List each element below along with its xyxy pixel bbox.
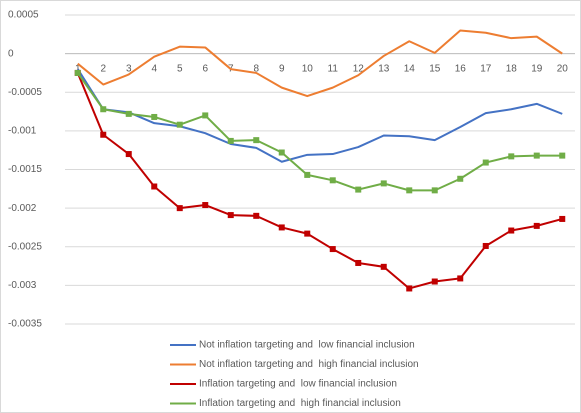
point-marker bbox=[151, 183, 158, 190]
x-tick-label: 16 bbox=[455, 63, 467, 74]
point-marker bbox=[100, 131, 107, 138]
point-marker bbox=[125, 110, 132, 117]
point-marker bbox=[253, 212, 260, 219]
point-marker bbox=[304, 230, 311, 237]
point-marker bbox=[329, 246, 336, 253]
x-tick-label: 5 bbox=[177, 63, 183, 74]
point-marker bbox=[380, 263, 387, 270]
y-tick-label: 0 bbox=[8, 48, 14, 59]
point-marker bbox=[457, 275, 464, 282]
x-tick-label: 14 bbox=[404, 63, 416, 74]
x-tick-label: 17 bbox=[480, 63, 492, 74]
series-line bbox=[77, 29, 563, 98]
point-marker bbox=[253, 137, 260, 144]
point-marker bbox=[533, 222, 540, 229]
point-marker bbox=[406, 187, 413, 194]
point-marker bbox=[278, 224, 285, 231]
point-marker bbox=[227, 137, 234, 144]
point-marker bbox=[202, 202, 209, 209]
legend-label: Not inflation targeting and low financia… bbox=[199, 340, 415, 351]
y-tick-label: -0.001 bbox=[8, 126, 37, 137]
point-marker bbox=[380, 180, 387, 187]
y-tick-label: -0.0025 bbox=[8, 241, 42, 252]
x-tick-label: 2 bbox=[100, 63, 106, 74]
y-tick-label: -0.002 bbox=[8, 203, 37, 214]
point-marker bbox=[125, 151, 132, 158]
point-marker bbox=[176, 205, 183, 212]
x-tick-label: 1 bbox=[75, 63, 81, 74]
y-tick-label: -0.003 bbox=[8, 280, 37, 291]
x-tick-label: 3 bbox=[126, 63, 132, 74]
point-marker bbox=[100, 106, 107, 113]
x-tick-label: 15 bbox=[429, 63, 441, 74]
point-marker bbox=[202, 112, 209, 119]
point-marker bbox=[431, 278, 438, 285]
point-marker bbox=[278, 149, 285, 156]
x-tick-label: 10 bbox=[302, 63, 314, 74]
point-marker bbox=[457, 175, 464, 182]
point-marker bbox=[176, 121, 183, 128]
series-line bbox=[76, 72, 563, 192]
x-tick-label: 18 bbox=[506, 63, 518, 74]
legend-label: Inflation targeting and low financial in… bbox=[199, 379, 397, 390]
point-marker bbox=[482, 159, 489, 166]
y-tick-label: 0.0005 bbox=[8, 10, 39, 21]
x-tick-label: 11 bbox=[328, 63, 339, 74]
x-tick-label: 8 bbox=[253, 63, 259, 74]
x-tick-label: 4 bbox=[151, 63, 157, 74]
point-marker bbox=[559, 152, 566, 159]
point-marker bbox=[355, 259, 362, 266]
point-marker bbox=[533, 152, 540, 159]
x-tick-label: 13 bbox=[378, 63, 390, 74]
point-marker bbox=[406, 285, 413, 292]
series-line bbox=[76, 68, 563, 163]
point-marker bbox=[431, 187, 438, 194]
point-marker bbox=[227, 212, 234, 219]
legend-label: Not inflation targeting and high financi… bbox=[199, 359, 419, 370]
point-marker bbox=[151, 113, 158, 120]
x-tick-label: 12 bbox=[353, 63, 365, 74]
point-marker bbox=[329, 177, 336, 184]
point-marker bbox=[508, 153, 515, 160]
series-line bbox=[76, 72, 563, 290]
point-marker bbox=[559, 215, 566, 222]
point-marker bbox=[508, 227, 515, 234]
point-marker bbox=[304, 171, 311, 178]
x-tick-label: 6 bbox=[202, 63, 208, 74]
point-marker bbox=[74, 69, 81, 76]
point-marker bbox=[482, 242, 489, 249]
x-tick-label: 20 bbox=[557, 63, 569, 74]
x-tick-label: 9 bbox=[279, 63, 285, 74]
y-tick-label: -0.0015 bbox=[8, 164, 42, 175]
x-tick-label: 19 bbox=[531, 63, 543, 74]
y-tick-label: -0.0035 bbox=[8, 319, 42, 330]
legend-label: Inflation targeting and high financial i… bbox=[199, 398, 401, 409]
point-marker bbox=[355, 186, 362, 193]
y-tick-label: -0.0005 bbox=[8, 87, 42, 98]
